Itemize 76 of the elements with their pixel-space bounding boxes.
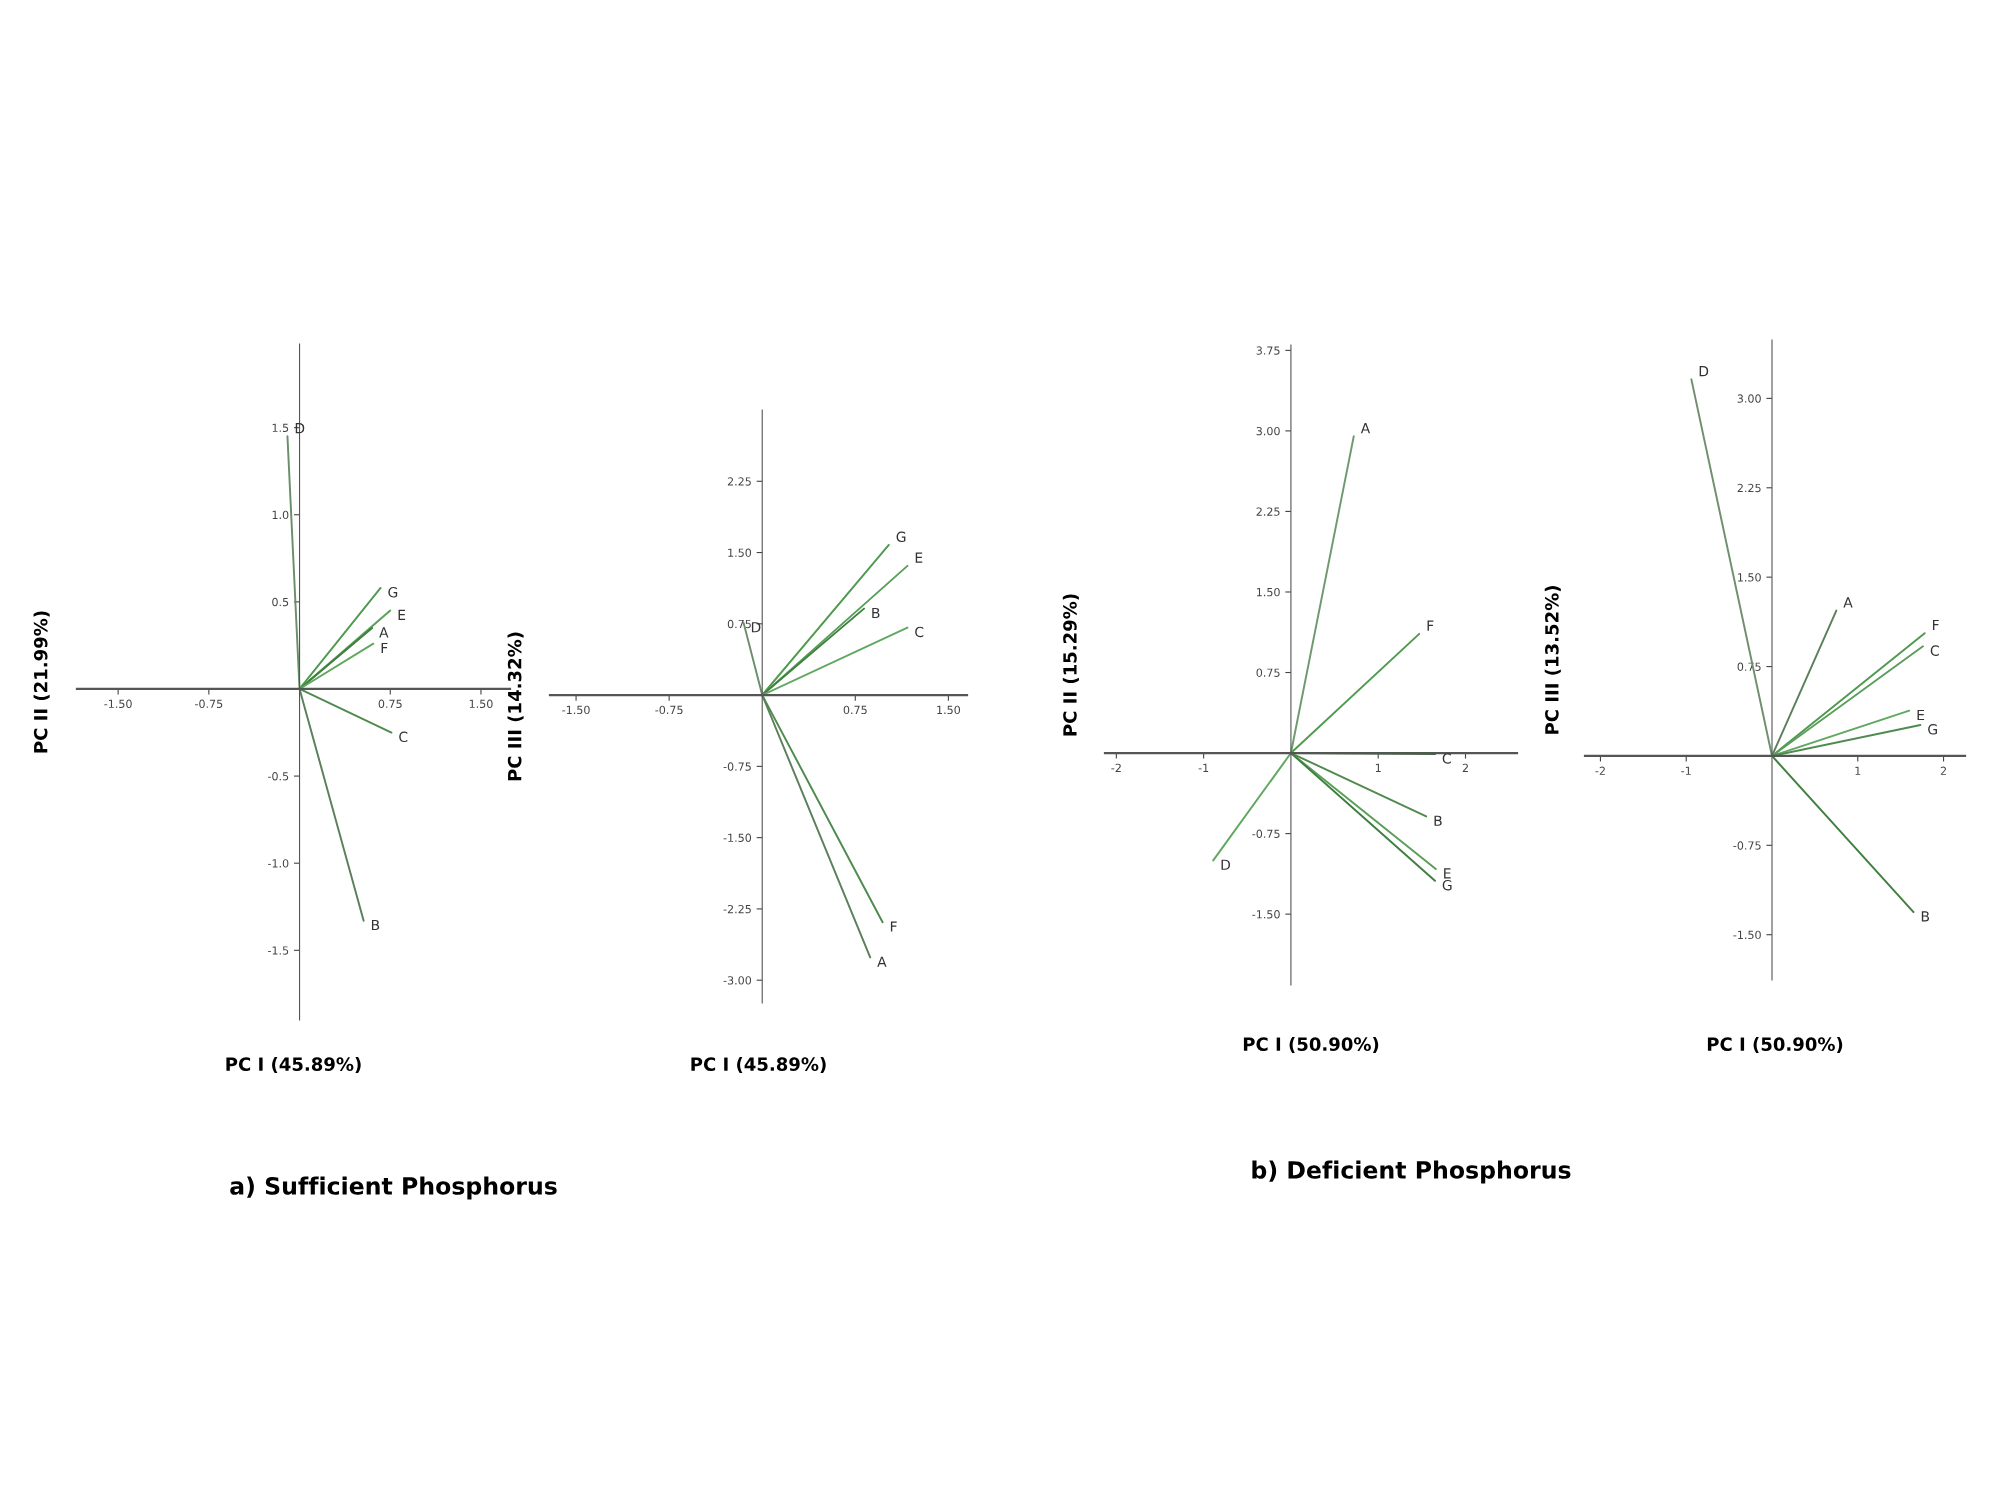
x-tick-label: 2 (1940, 766, 1946, 775)
series-label: E (1917, 709, 1925, 721)
y-tick-label: -0.75 (1252, 829, 1280, 838)
x-axis-title: PC I (50.90%) (1707, 1037, 1843, 1054)
text: a) Sufficient Phosphorus (230, 1176, 557, 1200)
x-tick-label: -2 (1595, 766, 1605, 775)
x-tick-label: -1 (1198, 763, 1209, 772)
series-label: C (399, 731, 408, 743)
y-tick-label: 0.75 (1256, 668, 1280, 677)
series-label: A (1843, 597, 1853, 608)
y-axis-title: PC II (21.99%) (33, 611, 50, 753)
text: b) Deficient Phosphorus (1252, 1160, 1571, 1184)
x-axis-title: PC I (50.90%) (1243, 1037, 1379, 1054)
series-label: F (381, 642, 388, 654)
y-tick-label: 2.25 (727, 477, 751, 486)
series-label: B (872, 607, 880, 619)
y-tick-label: 1.50 (1738, 573, 1761, 582)
series-label: B (371, 919, 380, 931)
y-tick-label: -1.50 (723, 833, 752, 843)
x-tick-label: -1 (1681, 766, 1691, 775)
y-axis-title: PC II (15.29%) (1062, 594, 1079, 736)
series-label: D (751, 622, 761, 633)
series-label: C (1930, 645, 1939, 656)
y-tick-label: 2.25 (1256, 507, 1280, 516)
y-tick-label: -1.0 (268, 859, 289, 868)
series-label: G (1928, 724, 1937, 735)
x-tick-label: 1 (1855, 766, 1861, 775)
x-tick-label: -0.75 (655, 705, 683, 715)
series-label: E (1444, 868, 1451, 879)
x-tick-label: -0.75 (195, 699, 223, 708)
series-label: A (877, 956, 887, 967)
series-label: D (1221, 859, 1231, 870)
x-tick-label: 1.50 (469, 699, 493, 708)
y-tick-label: -1.50 (1733, 930, 1761, 940)
x-tick-label: -1.50 (104, 699, 132, 708)
x-tick-label: 2 (1462, 763, 1468, 772)
y-tick-label: 3.75 (1256, 346, 1280, 355)
series-label: A (1360, 423, 1371, 434)
x-tick-label: 1 (1375, 763, 1381, 772)
y-tick-label: -0.75 (1733, 841, 1761, 850)
y-tick-label: -1.5 (268, 946, 289, 955)
x-tick-label: -1.50 (562, 705, 590, 715)
y-tick-label: 0.5 (272, 597, 289, 607)
y-tick-label: 3.00 (1737, 394, 1761, 403)
series-label: G (896, 531, 906, 543)
series-label: F (1932, 619, 1939, 631)
series-label: B (1921, 911, 1930, 922)
y-axis-title: PC III (14.32%) (507, 632, 524, 781)
series-label: G (1442, 879, 1452, 891)
x-tick-label: -2 (1111, 763, 1121, 772)
series-label: B (1434, 815, 1442, 826)
series-label: F (890, 921, 897, 932)
y-tick-label: -1.50 (1252, 910, 1280, 919)
x-tick-label: 0.75 (843, 705, 867, 715)
y-tick-label: 1.5 (272, 423, 289, 433)
y-axis-title: PC III (13.52%) (1544, 586, 1561, 734)
y-tick-label: 3.00 (1256, 426, 1280, 436)
y-tick-label: 1.0 (272, 510, 289, 520)
series-label: C (1442, 753, 1451, 764)
y-tick-label: -0.5 (268, 772, 289, 781)
x-tick-label: 1.50 (937, 705, 961, 715)
y-tick-label: -2.25 (723, 904, 751, 914)
series-label: D (1699, 366, 1709, 377)
y-tick-label: 2.25 (1737, 483, 1761, 493)
series-label: E (915, 552, 923, 563)
series-label: F (1427, 620, 1434, 631)
series-label: A (379, 627, 389, 638)
x-tick-label: 0.75 (378, 699, 402, 708)
y-tick-label: -3.00 (723, 976, 752, 985)
y-tick-label: 1.50 (1256, 587, 1280, 597)
x-axis-title: PC I (45.89%) (691, 1057, 826, 1074)
y-tick-label: 1.50 (728, 548, 752, 557)
series-label: C (915, 626, 924, 638)
series-label: E (398, 609, 406, 620)
series-label: G (388, 587, 398, 598)
x-axis-title: PC I (45.89%) (226, 1057, 361, 1074)
